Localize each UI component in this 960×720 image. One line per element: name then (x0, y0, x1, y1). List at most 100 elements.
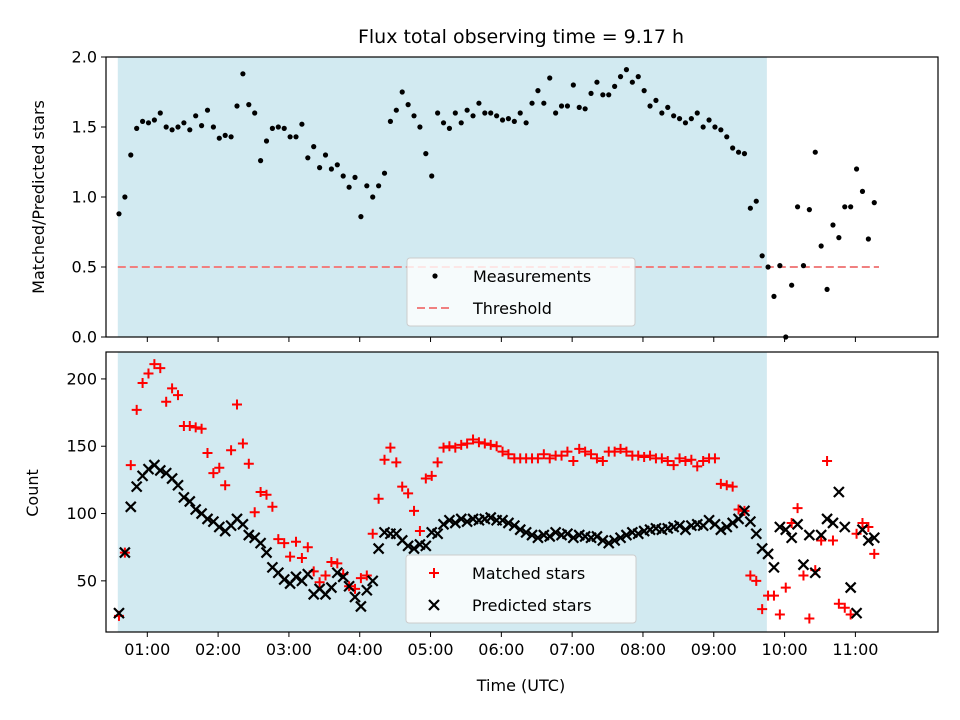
data-point-predicted (113, 607, 125, 619)
x-tick-label: 05:00 (407, 640, 453, 659)
data-point-matched (296, 552, 307, 563)
data-point-matched (774, 609, 785, 620)
data-point-measurement (210, 124, 216, 130)
data-point-measurement (676, 116, 683, 122)
data-point-matched (869, 548, 880, 559)
data-point-measurement (718, 127, 724, 133)
data-point-matched (468, 434, 479, 445)
data-point-predicted (154, 464, 167, 477)
data-point-matched (532, 453, 543, 464)
data-point-measurement (612, 83, 618, 89)
data-point-predicted (402, 540, 414, 552)
data-point-predicted (738, 505, 751, 517)
data-point-measurement (387, 118, 394, 124)
data-point-matched (633, 450, 644, 461)
data-point-measurement (759, 253, 765, 259)
data-point-measurement (659, 110, 665, 116)
data-point-matched (149, 359, 160, 370)
data-point-matched (355, 573, 366, 584)
data-point-measurement (623, 67, 630, 73)
data-point-matched (438, 442, 449, 453)
data-point-measurement (358, 214, 364, 220)
data-point-matched (202, 447, 213, 458)
data-point-matched (857, 517, 868, 528)
data-point-matched (798, 570, 809, 581)
data-point-measurement (541, 100, 547, 106)
data-point-matched (131, 404, 142, 415)
y-tick-label: 2.0 (72, 48, 97, 67)
data-point-matched (804, 613, 815, 624)
data-point-predicted (797, 558, 810, 571)
y-tick-label: 50 (77, 571, 97, 590)
data-point-measurement (629, 79, 635, 85)
data-point-matched (137, 377, 148, 388)
data-point-measurement (240, 71, 246, 77)
x-tick-label: 04:00 (337, 640, 383, 659)
data-point-measurement (393, 107, 399, 113)
data-point-predicted (201, 513, 214, 525)
data-point-matched (709, 453, 720, 464)
data-point-measurement (730, 145, 736, 151)
data-point-matched (231, 399, 242, 410)
data-point-predicted (237, 518, 249, 531)
data-point-predicted (791, 518, 804, 531)
data-point-predicted (142, 463, 155, 475)
data-point-measurement (570, 82, 576, 88)
data-point-measurement (128, 152, 134, 158)
data-point-matched (715, 478, 726, 489)
data-point-matched (497, 446, 508, 457)
data-point-predicted (561, 527, 574, 540)
data-point-measurement (116, 211, 122, 217)
data-point-matched (367, 528, 378, 539)
data-point-predicted (408, 542, 420, 555)
data-point-measurement (529, 100, 535, 106)
data-point-matched (591, 453, 602, 464)
data-point-measurement (269, 125, 275, 131)
data-point-measurement (600, 92, 606, 98)
data-point-matched (332, 558, 343, 569)
data-point-measurement (488, 110, 494, 116)
data-point-matched (692, 461, 703, 472)
data-point-measurement (523, 120, 529, 126)
data-point-matched (155, 363, 166, 374)
panel-counts: 50 100 150 200 01:00 02:00 03:00 04:00 05:00 06:0… (66, 351, 939, 659)
data-point-predicted (125, 501, 137, 513)
data-point-predicted (750, 527, 763, 540)
data-point-measurement (724, 134, 730, 140)
data-point-matched (479, 438, 490, 449)
data-point-predicted (172, 479, 184, 492)
data-point-predicted (838, 521, 851, 533)
data-point-matched (397, 481, 408, 492)
data-point-predicted (809, 566, 822, 579)
data-point-matched (391, 457, 402, 468)
data-point-matched (621, 446, 632, 457)
data-point-measurement (275, 124, 281, 130)
data-point-measurement (464, 107, 470, 113)
data-point-matched (574, 443, 585, 454)
data-point-measurement (871, 200, 877, 206)
data-point-measurement (712, 124, 718, 130)
data-point-predicted (437, 518, 450, 531)
data-point-measurement (517, 110, 523, 116)
data-point-measurement (494, 113, 500, 119)
data-point-measurement (452, 110, 458, 116)
data-point-measurement (122, 194, 128, 200)
data-point-measurement (853, 166, 860, 172)
data-point-measurement (322, 152, 329, 158)
data-point-measurement (842, 204, 848, 210)
x-tick-label: 07:00 (549, 640, 595, 659)
data-point-predicted (720, 521, 733, 533)
data-point-measurement (777, 263, 783, 269)
data-point-measurement (553, 110, 559, 116)
data-point-matched (214, 462, 225, 473)
data-point-matched (361, 570, 372, 581)
data-point-measurement (865, 236, 871, 242)
data-point-matched (291, 536, 302, 547)
data-point-matched (403, 488, 414, 499)
data-point-predicted (520, 526, 532, 539)
data-point-measurement (405, 102, 411, 108)
data-point-measurement (193, 113, 199, 119)
data-point-matched (674, 453, 685, 464)
data-point-measurement (706, 117, 712, 123)
data-point-predicted (850, 607, 863, 619)
